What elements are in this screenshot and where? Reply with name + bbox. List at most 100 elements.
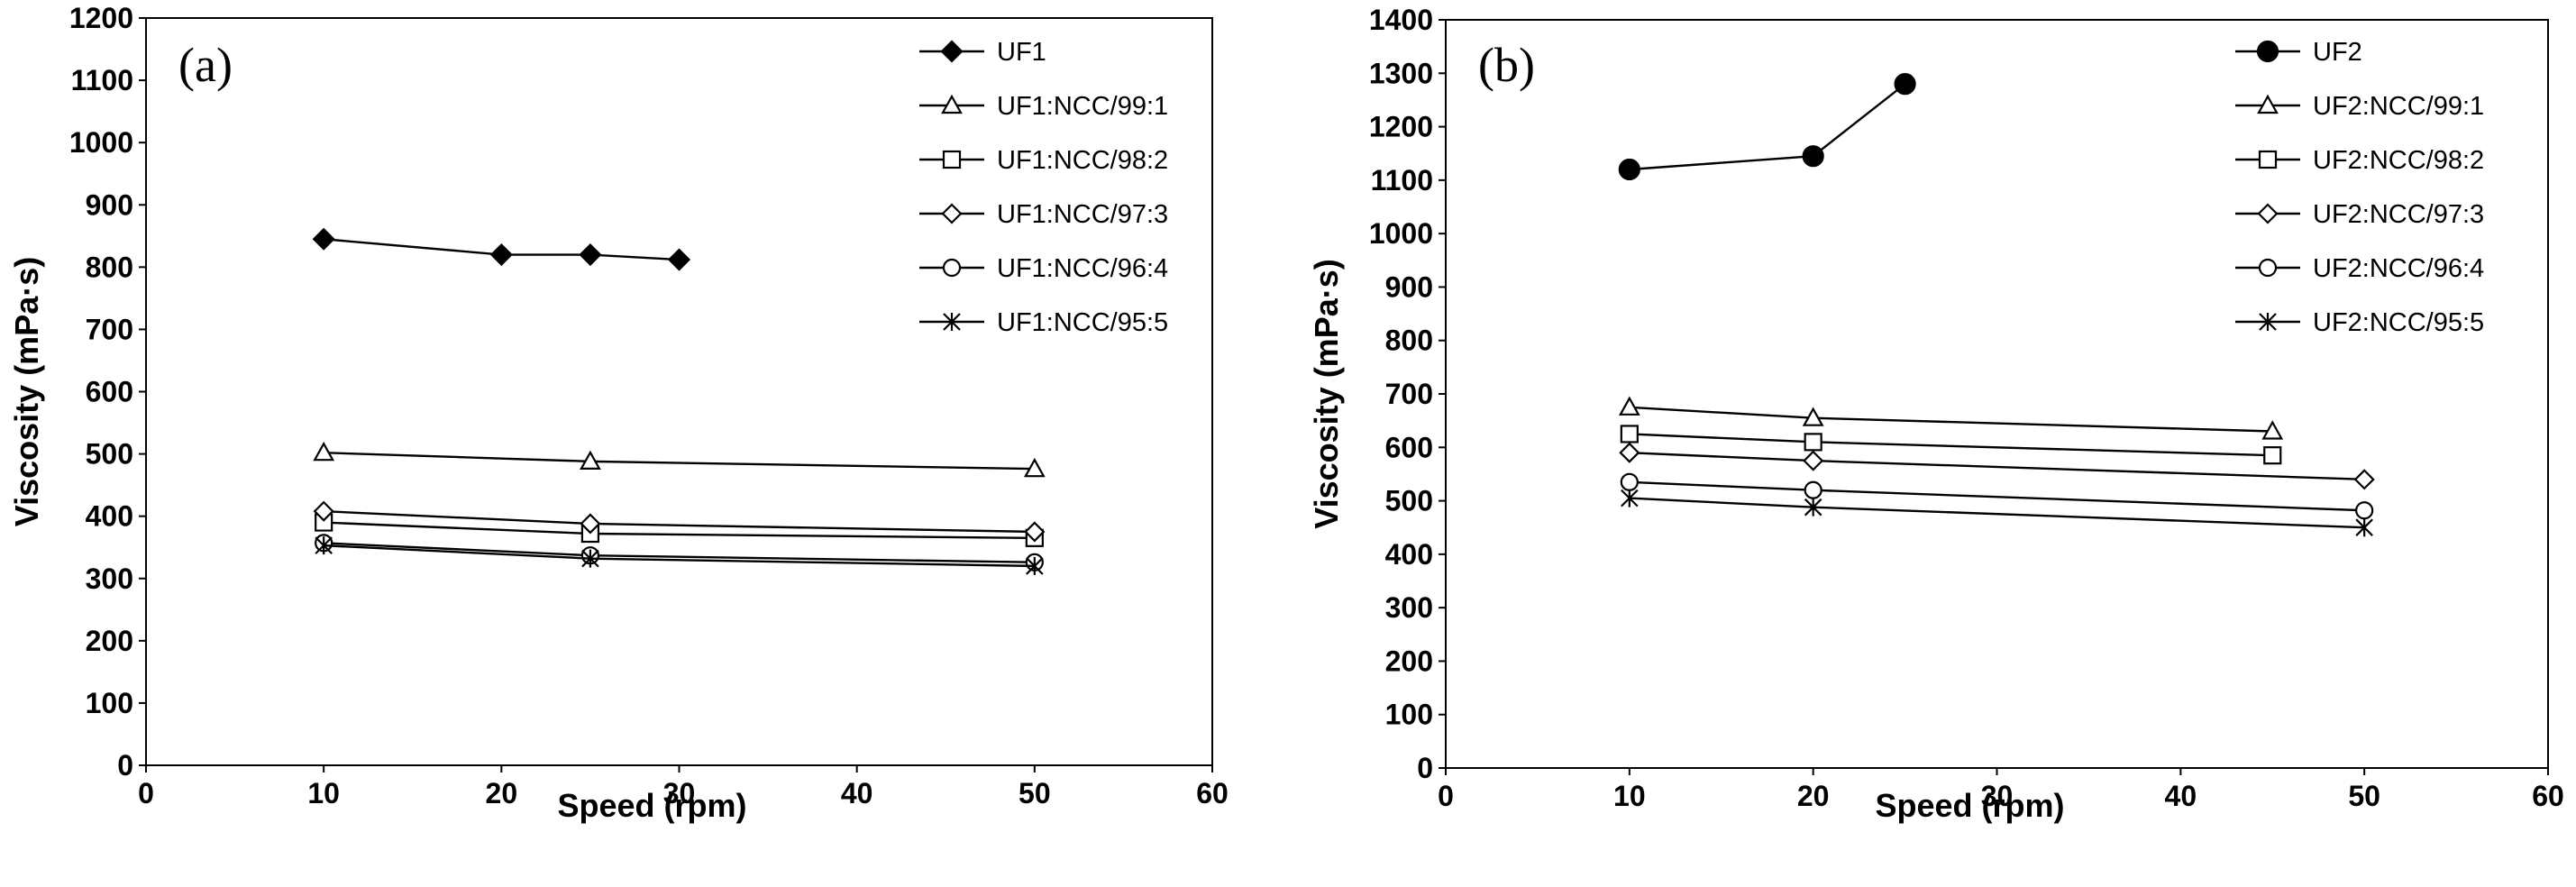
x-tick-label: 50 (1019, 777, 1051, 809)
y-tick-label: 0 (1417, 752, 1433, 784)
y-tick-label: 1400 (1369, 4, 1433, 36)
legend-label: UF1 (997, 38, 1046, 67)
y-tick-label: 1000 (69, 126, 133, 159)
y-tick-label: 800 (86, 251, 133, 283)
y-tick-label: 100 (86, 687, 133, 719)
x-tick-label: 10 (307, 777, 340, 809)
data-point (1619, 442, 1640, 463)
data-point (313, 500, 334, 522)
series-3 (313, 500, 1046, 543)
legend-label: UF1:NCC/98:2 (997, 146, 1168, 175)
series-line (1629, 406, 2273, 433)
legend-marker (2259, 313, 2277, 331)
y-tick-label: 400 (1385, 538, 1433, 571)
chart-panel-0: 0100200300400500600700800900100011001200… (8, 2, 1229, 824)
series-line (1629, 83, 1906, 171)
y-tick-label: 200 (1385, 645, 1433, 677)
x-tick-label: 40 (2165, 780, 2197, 812)
y-tick-label: 300 (1385, 591, 1433, 624)
data-point (1620, 425, 1639, 444)
data-point (1804, 480, 1822, 499)
data-point (580, 513, 601, 535)
legend-marker (2257, 94, 2279, 114)
x-axis-label: Speed (rpm) (1875, 787, 2064, 824)
y-tick-label: 0 (117, 749, 133, 782)
x-tick-label: 0 (138, 777, 154, 809)
series-line (1629, 480, 2365, 512)
y-tick-label: 900 (1385, 270, 1433, 303)
data-point (312, 227, 335, 251)
x-tick-label: 30 (1981, 780, 2014, 812)
legend-marker (941, 94, 963, 114)
y-tick-label: 1200 (1369, 111, 1433, 143)
data-point (313, 441, 335, 462)
data-point (1618, 158, 1640, 181)
series-5 (315, 536, 1044, 575)
legend-label: UF2:NCC/97:3 (2313, 200, 2484, 229)
series-1 (313, 441, 1046, 478)
data-point (2355, 518, 2373, 537)
data-point (581, 549, 599, 568)
data-point (489, 242, 513, 267)
plot-frame (1445, 19, 2549, 769)
y-tick-label: 200 (86, 625, 133, 657)
legend-marker (2258, 150, 2278, 169)
y-tick-label: 700 (1385, 378, 1433, 410)
plot-frame (145, 17, 1213, 766)
legend-label: UF1:NCC/96:4 (997, 254, 1168, 283)
data-point (1024, 521, 1046, 543)
y-tick-label: 1300 (1369, 57, 1433, 89)
y-tick-label: 1000 (1369, 217, 1433, 250)
x-tick-label: 30 (663, 777, 696, 809)
panel-label: (a) (178, 38, 233, 92)
series-0 (312, 227, 691, 271)
legend-label: UF2:NCC/99:1 (2313, 92, 2484, 121)
legend-label: UF2 (2313, 38, 2362, 67)
x-tick-label: 40 (841, 777, 873, 809)
y-tick-label: 100 (1385, 699, 1433, 731)
data-point (579, 242, 602, 267)
x-tick-label: 10 (1613, 780, 1646, 812)
y-tick-label: 500 (86, 438, 133, 471)
y-tick-label: 300 (86, 562, 133, 595)
x-axis-label: Speed (rpm) (557, 787, 746, 824)
y-tick-label: 800 (1385, 325, 1433, 357)
data-point (580, 450, 601, 470)
legend-marker (940, 40, 964, 63)
data-point (1802, 145, 1824, 168)
legend-marker (941, 203, 963, 224)
data-point (1620, 472, 1639, 491)
data-point (1802, 407, 1824, 426)
y-tick-label: 700 (86, 313, 133, 345)
data-point (2355, 501, 2374, 520)
y-tick-label: 600 (86, 376, 133, 408)
data-point (2261, 420, 2284, 440)
x-tick-label: 60 (2532, 780, 2564, 812)
y-tick-label: 600 (1385, 431, 1433, 463)
y-tick-label: 1100 (1371, 164, 1433, 197)
data-point (315, 536, 333, 555)
series-line (1629, 433, 2273, 457)
data-point (1803, 450, 1824, 471)
x-tick-label: 20 (486, 777, 518, 809)
legend-label: UF2:NCC/96:4 (2313, 254, 2484, 283)
legend-label: UF1:NCC/97:3 (997, 200, 1168, 229)
x-tick-label: 50 (2348, 780, 2380, 812)
chart-panel-1: 0100200300400500600700800900100011001200… (1308, 4, 2564, 824)
y-tick-label: 400 (86, 500, 133, 533)
data-point (2353, 469, 2375, 490)
legend-marker (942, 150, 962, 169)
data-point (1804, 498, 1822, 517)
y-tick-label: 1200 (69, 2, 133, 34)
x-tick-label: 20 (1797, 780, 1830, 812)
legend-marker (943, 313, 961, 331)
series-3 (1619, 442, 2375, 490)
data-point (667, 248, 691, 271)
data-point (1026, 556, 1044, 575)
y-tick-label: 900 (86, 188, 133, 221)
data-point (1618, 396, 1640, 416)
series-5 (1621, 489, 2373, 537)
series-line (324, 509, 1035, 534)
